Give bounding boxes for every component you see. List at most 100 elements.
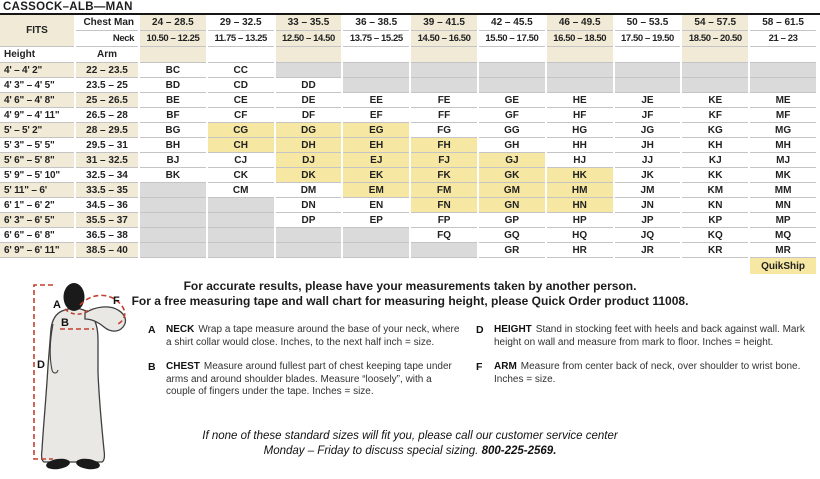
size-row: 6' 1" – 6' 2" 34.5 – 36 DN EN FN GN HN JN KN MN — [0, 198, 816, 213]
height-col-label: Height — [0, 47, 74, 63]
neck-range-header: 16.50 – 18.50 — [546, 31, 613, 47]
size-row: 6' 9" – 6' 11" 38.5 – 40 GR HR JR KR MR — [0, 243, 816, 258]
height-range-cell: 6' 3" – 6' 5" — [0, 213, 74, 228]
size-cell-unavailable — [343, 63, 410, 78]
size-code-cell-gk: GK — [478, 168, 545, 183]
size-code-cell-jq: JQ — [614, 228, 681, 243]
column-stripe-cell — [411, 47, 477, 63]
size-code-cell-fm: FM — [411, 183, 477, 198]
size-row: 5' 6" – 5' 8" 31 – 32.5 BJ CJ DJ EJ FJ GJ HJ JJ KJ… — [0, 153, 816, 168]
phone-number: 800-225-2569. — [481, 445, 557, 457]
size-code-cell-jg: JG — [614, 123, 681, 138]
instruction-chest: B CHEST Measure around fullest part of ch… — [148, 361, 460, 399]
size-code-cell-jk: JK — [614, 168, 681, 183]
size-code-cell-kp: KP — [682, 213, 749, 228]
arm-range-cell: 23.5 – 25 — [76, 78, 138, 93]
size-cell-unavailable — [343, 228, 410, 243]
instruction-term-chest: CHEST — [166, 361, 200, 372]
size-code-cell-em: EM — [343, 183, 410, 198]
neck-range-header: 14.50 – 16.50 — [411, 31, 477, 47]
chest-range-header: 46 – 49.5 — [546, 15, 613, 31]
size-code-cell-fq: FQ — [411, 228, 477, 243]
arm-range-cell: 33.5 – 35 — [76, 183, 138, 198]
size-code-cell-ej: EJ — [343, 153, 410, 168]
size-code-cell-ee: EE — [343, 93, 410, 108]
size-row: 4' 6" – 4' 8" 25 – 26.5 BE CE DE EE FE GE HE JE KE… — [0, 93, 816, 108]
size-code-cell-gf: GF — [478, 108, 545, 123]
size-code-cell-gg: GG — [478, 123, 545, 138]
size-code-cell-ge: GE — [478, 93, 545, 108]
size-code-cell-gj: GJ — [478, 153, 545, 168]
size-code-cell-gh: GH — [478, 138, 545, 153]
arm-range-cell: 31 – 32.5 — [76, 153, 138, 168]
arm-range-cell: 32.5 – 34 — [76, 168, 138, 183]
size-cell-unavailable — [207, 198, 274, 213]
size-code-cell-bh: BH — [140, 138, 206, 153]
size-code-cell-mr: MR — [750, 243, 816, 258]
arm-range-cell: 26.5 – 28 — [76, 108, 138, 123]
size-cell-unavailable — [207, 228, 274, 243]
size-code-cell-dk: DK — [275, 168, 342, 183]
size-code-cell-mm: MM — [750, 183, 816, 198]
size-code-cell-cd: CD — [207, 78, 274, 93]
instruction-term-height: HEIGHT — [494, 324, 532, 335]
size-cell-unavailable — [682, 78, 749, 93]
page-title: CASSOCK–ALB—MAN — [0, 0, 820, 15]
size-code-cell-mg: MG — [750, 123, 816, 138]
size-row: 4' 3" – 4' 5" 23.5 – 25 BD CD DD — [0, 78, 816, 93]
size-code-cell-dj: DJ — [275, 153, 342, 168]
size-code-cell-ep: EP — [343, 213, 410, 228]
size-code-cell-kg: KG — [682, 123, 749, 138]
size-row: 5' – 5' 2" 28 – 29.5 BG CG DG EG FG GG HG JG KG MG — [0, 123, 816, 138]
instruction-height: D HEIGHT Stand in stocking feet with heel… — [476, 324, 810, 349]
neck-header-row: Neck 10.50 – 12.25 11.75 – 13.25 12.50 – 14… — [0, 31, 816, 47]
size-code-cell-dm: DM — [275, 183, 342, 198]
size-row: 6' 3" – 6' 5" 35.5 – 37 DP EP FP GP HP JP KP MP — [0, 213, 816, 228]
chest-range-header: 39 – 41.5 — [411, 15, 477, 31]
size-cell-unavailable — [140, 213, 206, 228]
instruction-letter-b: B — [148, 361, 156, 373]
note-line-1: For accurate results, please have your m… — [183, 279, 637, 293]
measurement-notes: For accurate results, please have your m… — [0, 279, 820, 308]
instruction-arm: F ARM Measure from center back of neck, o… — [476, 361, 810, 399]
chest-range-header: 36 – 38.5 — [343, 15, 410, 31]
instruction-letter-f: F — [476, 361, 483, 373]
measuring-instructions: A NECK Wrap a tape measure around the bas… — [148, 324, 810, 399]
height-range-cell: 4' 3" – 4' 5" — [0, 78, 74, 93]
column-stripe-cell — [750, 47, 816, 63]
size-cell-unavailable — [343, 78, 410, 93]
size-code-cell-hk: HK — [546, 168, 613, 183]
size-code-cell-hr: HR — [546, 243, 613, 258]
column-stripe-cell — [343, 47, 410, 63]
size-code-cell-dp: DP — [275, 213, 342, 228]
size-code-cell-fp: FP — [411, 213, 477, 228]
figure-label-a: A — [53, 299, 61, 311]
neck-range-header: 13.75 – 15.25 — [343, 31, 410, 47]
height-range-cell: 4' 6" – 4' 8" — [0, 93, 74, 108]
height-range-cell: 5' 6" – 5' 8" — [0, 153, 74, 168]
size-table: FITS Chest Man 24 – 28.5 29 – 32.5 33 – 35.5… — [0, 15, 818, 274]
chest-range-header: 33 – 35.5 — [275, 15, 342, 31]
neck-measure-line — [64, 307, 91, 315]
arm-measure-line — [79, 294, 126, 325]
size-code-cell-df: DF — [275, 108, 342, 123]
size-code-cell-kr: KR — [682, 243, 749, 258]
size-code-cell-dd: DD — [275, 78, 342, 93]
size-cell-unavailable — [750, 63, 816, 78]
size-code-cell-hf: HF — [546, 108, 613, 123]
size-code-cell-kq: KQ — [682, 228, 749, 243]
size-cell-unavailable — [140, 228, 206, 243]
size-code-cell-jm: JM — [614, 183, 681, 198]
size-code-cell-km: KM — [682, 183, 749, 198]
measurement-figure: A F B D — [6, 280, 144, 474]
size-code-cell-fg: FG — [411, 123, 477, 138]
chest-range-header: 24 – 28.5 — [140, 15, 206, 31]
size-code-cell-be: BE — [140, 93, 206, 108]
size-cell-unavailable — [478, 78, 545, 93]
size-code-cell-gr: GR — [478, 243, 545, 258]
height-range-cell: 4' – 4' 2" — [0, 63, 74, 78]
neck-range-header: 18.50 – 20.50 — [682, 31, 749, 47]
size-code-cell-mh: MH — [750, 138, 816, 153]
column-stripe-cell — [546, 47, 613, 63]
size-cell-unavailable — [140, 183, 206, 198]
